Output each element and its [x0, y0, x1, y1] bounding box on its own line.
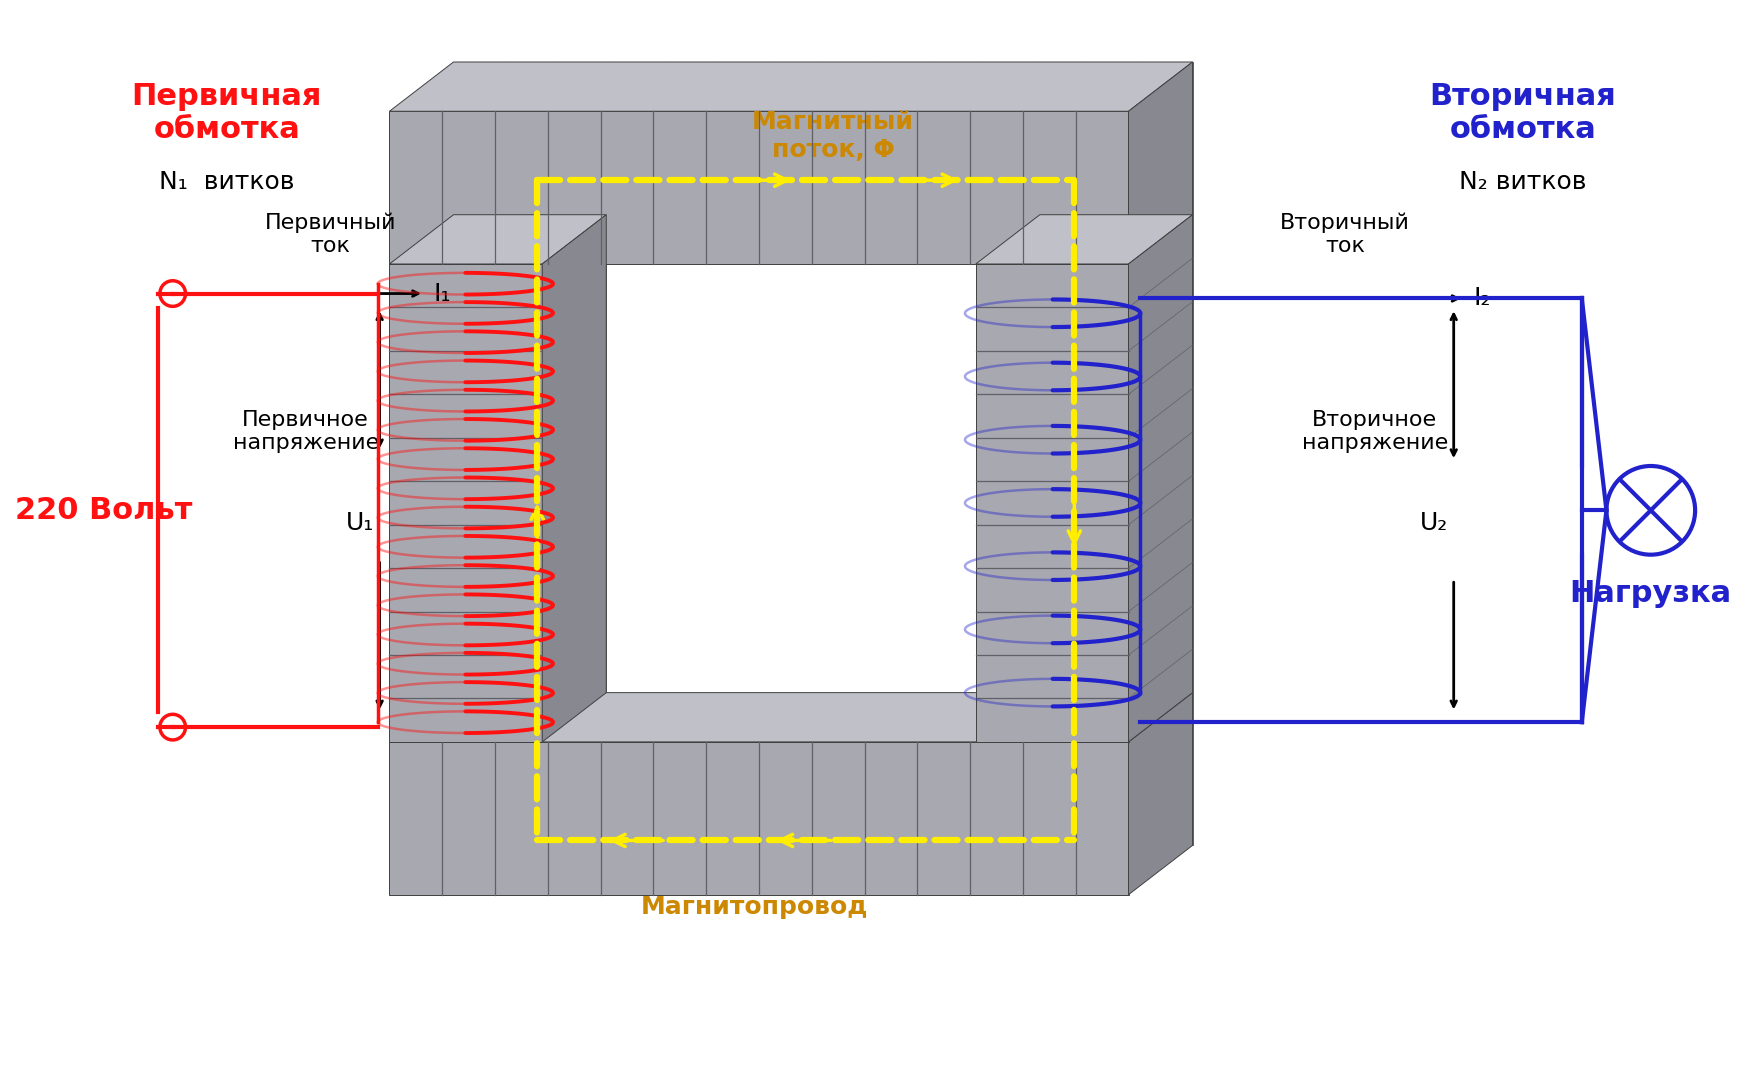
Polygon shape: [1128, 214, 1193, 742]
Polygon shape: [1128, 62, 1193, 264]
Text: 220 Вольт: 220 Вольт: [16, 496, 192, 524]
Text: N₁  витков: N₁ витков: [159, 171, 295, 194]
Polygon shape: [389, 742, 1128, 894]
Text: Вторичная
обмотка: Вторичная обмотка: [1430, 82, 1617, 144]
Text: I₂: I₂: [1474, 287, 1491, 310]
Polygon shape: [454, 214, 606, 693]
Text: Магнитопровод: Магнитопровод: [641, 894, 868, 919]
Polygon shape: [454, 62, 1193, 214]
Text: Первичное
напряжение: Первичное напряжение: [232, 410, 379, 453]
Polygon shape: [976, 214, 1193, 264]
Polygon shape: [454, 693, 1193, 845]
Polygon shape: [389, 214, 606, 264]
Text: I₁: I₁: [433, 281, 450, 306]
Text: Вторичное
напряжение: Вторичное напряжение: [1303, 410, 1447, 453]
Polygon shape: [1041, 214, 1193, 693]
Text: U₂: U₂: [1419, 511, 1447, 535]
Polygon shape: [976, 264, 1128, 742]
Text: Магнитный
поток, Φ: Магнитный поток, Φ: [753, 110, 913, 162]
Polygon shape: [389, 693, 1193, 742]
Polygon shape: [389, 62, 1193, 111]
Text: U₁: U₁: [346, 511, 374, 535]
Text: Нагрузка: Нагрузка: [1570, 579, 1732, 609]
Text: N₂ витков: N₂ витков: [1460, 171, 1587, 194]
Text: Вторичный
ток: Вторичный ток: [1280, 212, 1411, 256]
Polygon shape: [389, 111, 1128, 264]
Text: Первичная
обмотка: Первичная обмотка: [131, 82, 321, 144]
Polygon shape: [543, 214, 606, 742]
Polygon shape: [389, 264, 543, 742]
Text: Первичный
ток: Первичный ток: [265, 212, 396, 256]
Polygon shape: [1128, 693, 1193, 894]
